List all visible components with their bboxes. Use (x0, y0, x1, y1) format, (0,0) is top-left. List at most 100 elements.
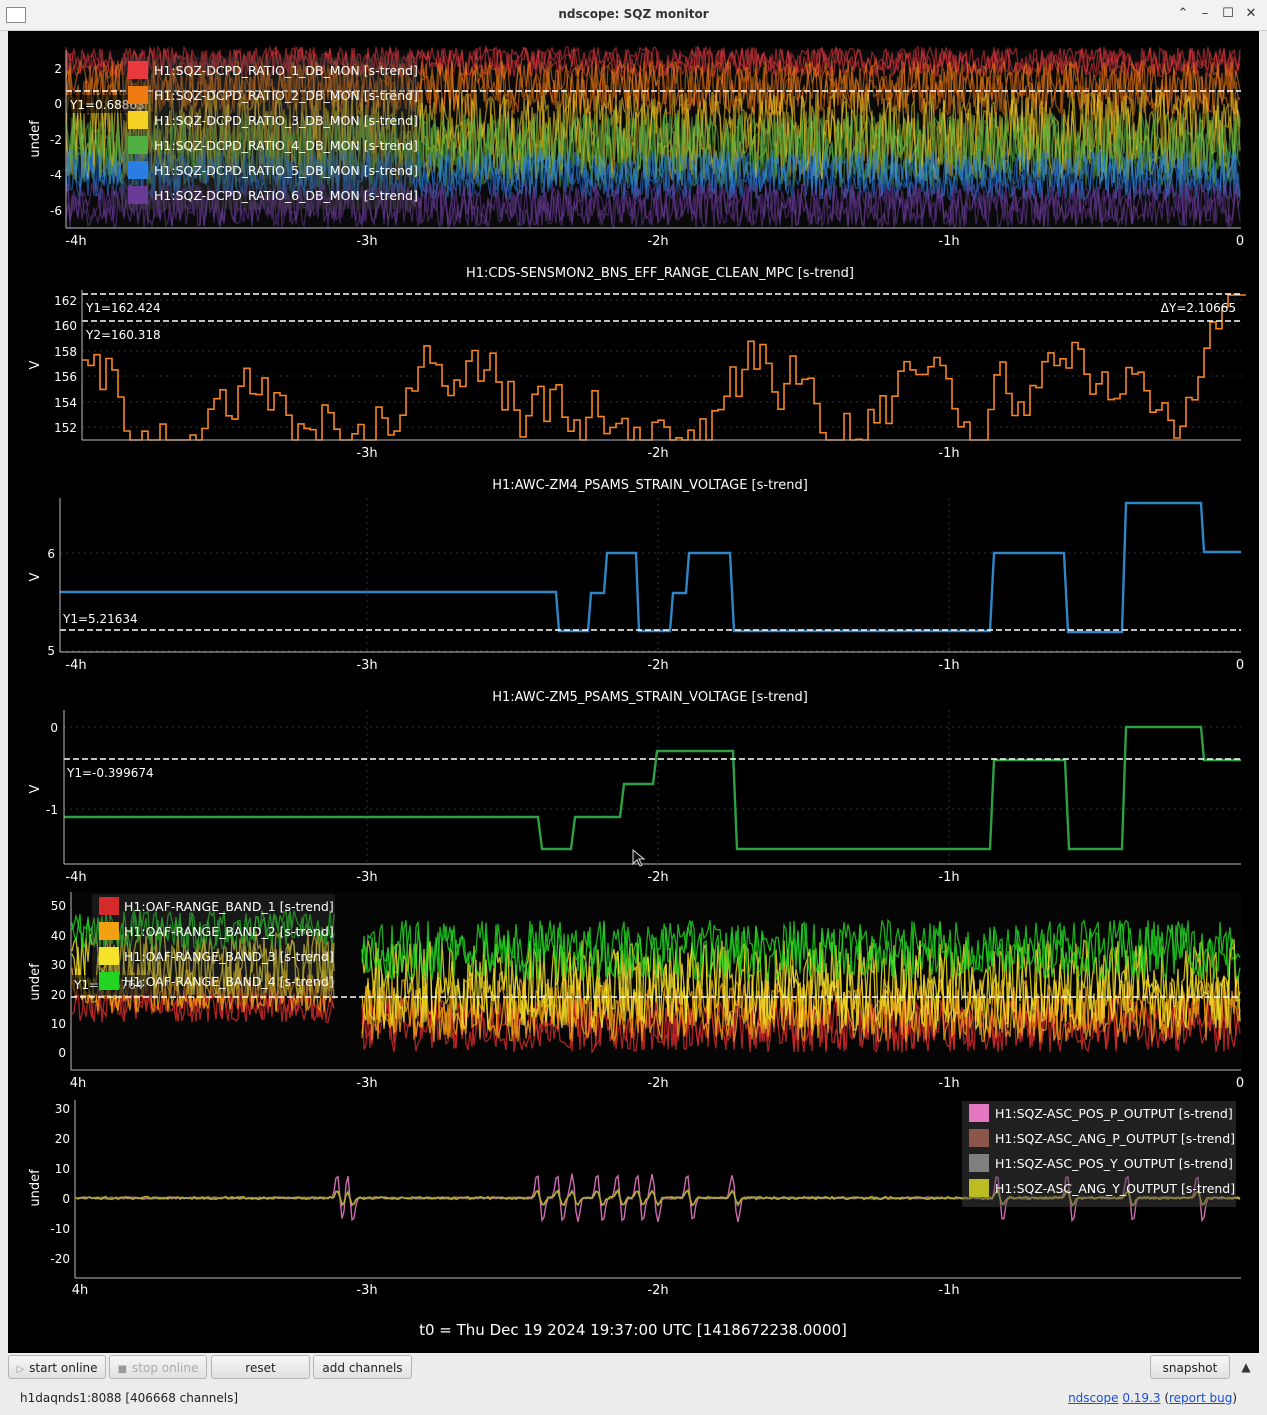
cursor-y1-value: 5764 (113, 978, 144, 992)
ytick: 10 (55, 1162, 70, 1176)
play-icon: ▷ (16, 1364, 25, 1375)
window-title: ndscope: SQZ monitor (558, 7, 709, 21)
legend-swatch (128, 136, 148, 154)
y-axis-label: V (28, 572, 43, 581)
plot-oaf-range[interactable]: Y1= 5764 50 40 30 20 10 0 undef 4h -3h -… (28, 892, 1244, 1091)
legend-entry: H1:OAF-RANGE_BAND_4 [s-trend] (124, 974, 334, 989)
xtick: -1h (938, 234, 959, 249)
maximize-icon[interactable]: ☐ (1222, 6, 1234, 21)
legend-swatch (128, 161, 148, 179)
cursor-y1-label: Y1=0.68863 (69, 98, 145, 112)
legend-swatch (969, 1154, 989, 1172)
legend-entry: H1:SQZ-ASC_POS_P_OUTPUT [s-trend] (995, 1106, 1233, 1121)
legend-entry: H1:SQZ-ASC_ANG_Y_OUTPUT [s-trend] (995, 1181, 1235, 1196)
window-titlebar: ndscope: SQZ monitor ⌃ – ☐ ✕ (0, 0, 1267, 31)
minimize-icon[interactable]: – (1201, 6, 1209, 21)
ndscope-link[interactable]: ndscope (1068, 1391, 1119, 1405)
legend-entry: H1:SQZ-DCPD_RATIO_5_DB_MON [s-trend] (154, 163, 418, 178)
reset-button[interactable]: reset (211, 1355, 310, 1379)
legend-entry: H1:OAF-RANGE_BAND_3 [s-trend] (124, 949, 334, 964)
xtick: 0 (1236, 234, 1244, 249)
ytick: 156 (54, 370, 77, 384)
cursor-y1-label: Y1=162.424 (85, 301, 161, 315)
ytick: 40 (51, 929, 66, 943)
ytick: 162 (54, 294, 77, 308)
add-channels-button[interactable]: add channels (313, 1355, 412, 1379)
ytick: 20 (55, 1132, 70, 1146)
xtick: -4h (65, 870, 86, 885)
ytick: 10 (51, 1017, 66, 1031)
y-axis-label: V (28, 784, 43, 793)
xtick: -2h (647, 1283, 668, 1298)
snapshot-button[interactable]: snapshot (1150, 1355, 1230, 1379)
ytick: 160 (54, 319, 77, 333)
xtick: -1h (938, 446, 959, 461)
legend-entry: H1:SQZ-DCPD_RATIO_1_DB_MON [s-trend] (154, 63, 418, 78)
legend-swatch (128, 61, 148, 79)
plot-zm5-strain[interactable]: H1:AWC-ZM5_PSAMS_STRAIN_VOLTAGE [s-trend… (28, 690, 1241, 885)
plot-title: H1:AWC-ZM5_PSAMS_STRAIN_VOLTAGE [s-trend… (492, 690, 808, 705)
xtick: -3h (356, 446, 377, 461)
legend: H1:SQZ-DCPD_RATIO_1_DB_MON [s-trend] H1:… (122, 57, 418, 209)
xtick: -3h (356, 658, 377, 673)
legend-swatch (969, 1129, 989, 1147)
cursor-delta-label: ΔY=2.10665 (1161, 301, 1236, 315)
xtick: -1h (938, 1076, 959, 1091)
ytick: -20 (50, 1252, 70, 1266)
stop-online-button[interactable]: ■ stop online (109, 1355, 207, 1379)
legend-swatch (99, 972, 119, 990)
cursor-y2-label: Y2=160.318 (85, 328, 161, 342)
ytick: 6 (47, 547, 55, 561)
plot-canvas[interactable]: Y1=0.68863 2 0 -2 -4 -6 undef -4h -3h -2… (8, 31, 1259, 1353)
ytick: -6 (50, 204, 62, 218)
plot-title: H1:AWC-ZM4_PSAMS_STRAIN_VOLTAGE [s-trend… (492, 478, 808, 493)
xtick: -4h (65, 658, 86, 673)
series-dcpd-ratio-5 (65, 149, 1241, 202)
ytick: 30 (55, 1102, 70, 1116)
ytick: -2 (50, 133, 62, 147)
report-bug-link[interactable]: report bug (1169, 1391, 1233, 1405)
plot-title: H1:CDS-SENSMON2_BNS_EFF_RANGE_CLEAN_MPC … (466, 266, 854, 281)
series-dcpd-ratio-6 (65, 181, 1241, 230)
close-icon[interactable]: ✕ (1245, 6, 1257, 21)
xtick: -2h (647, 1076, 668, 1091)
y-axis-label: undef (28, 963, 43, 1001)
xtick: -4h (65, 234, 86, 249)
legend-entry: H1:OAF-RANGE_BAND_1 [s-trend] (124, 899, 334, 914)
ytick: 0 (50, 721, 58, 735)
series-dcpd-ratio-4 (65, 111, 1241, 190)
plot-sqz-asc[interactable]: 30 20 10 0 -10 -20 undef 4h -3h -2h -1h … (28, 1100, 1241, 1298)
series-sqz-asc-4 (75, 1188, 1241, 1208)
legend: H1:OAF-RANGE_BAND_1 [s-trend] H1:OAF-RAN… (92, 894, 335, 996)
series-bns-range (82, 294, 1246, 441)
start-online-button[interactable]: ▷ start online (8, 1355, 106, 1379)
legend-entry: H1:SQZ-DCPD_RATIO_6_DB_MON [s-trend] (154, 188, 418, 203)
plot-zm4-strain[interactable]: H1:AWC-ZM4_PSAMS_STRAIN_VOLTAGE [s-trend… (28, 478, 1244, 673)
cursor-y1-label: Y1= (73, 978, 99, 992)
legend-swatch (99, 947, 119, 965)
mouse-cursor-icon (632, 848, 646, 867)
xtick: -1h (938, 1283, 959, 1298)
xtick: -3h (356, 234, 377, 249)
legend-swatch (99, 897, 119, 915)
y-axis-label: undef (28, 1169, 43, 1207)
stop-icon: ■ (117, 1364, 128, 1375)
ytick: 30 (51, 958, 66, 972)
ytick: -1 (46, 803, 58, 817)
chevron-up-icon[interactable]: ⌃ (1177, 6, 1189, 21)
version-link[interactable]: 0.19.3 (1122, 1391, 1161, 1405)
plot-dcpd-ratio[interactable]: Y1=0.68863 2 0 -2 -4 -6 undef -4h -3h -2… (28, 44, 1244, 249)
xtick: -2h (647, 870, 668, 885)
xtick: 4h (70, 1076, 87, 1091)
xtick: -2h (647, 658, 668, 673)
y-axis-label: V (28, 360, 43, 369)
legend-swatch (128, 86, 148, 104)
cursor-y1-label: Y1=-0.399674 (66, 766, 154, 780)
plot-bns-range[interactable]: H1:CDS-SENSMON2_BNS_EFF_RANGE_CLEAN_MPC … (28, 266, 1246, 461)
xtick: -2h (647, 446, 668, 461)
collapse-triangle-icon[interactable]: ▲ (1241, 1360, 1251, 1374)
xtick: -1h (938, 870, 959, 885)
ytick: -4 (50, 168, 62, 182)
series-dcpd-ratio-2 (65, 59, 1241, 118)
xtick: -3h (356, 870, 377, 885)
